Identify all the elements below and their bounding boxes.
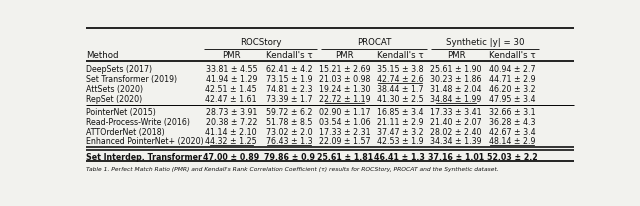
Text: 37.16 ± 1.01: 37.16 ± 1.01 — [428, 153, 484, 162]
Text: 32.66 ± 3.1: 32.66 ± 3.1 — [489, 107, 535, 116]
Text: 15.21 ± 2.69: 15.21 ± 2.69 — [319, 64, 371, 73]
Text: 48.14 ± 2.9: 48.14 ± 2.9 — [489, 137, 535, 146]
Text: 22.72 ± 1.19: 22.72 ± 1.19 — [319, 94, 371, 103]
Text: 42.47 ± 1.61: 42.47 ± 1.61 — [205, 94, 257, 103]
Text: 41.30 ± 2.5: 41.30 ± 2.5 — [376, 94, 423, 103]
Text: RepSet (2020): RepSet (2020) — [86, 94, 142, 103]
Text: 42.53 ± 1.9: 42.53 ± 1.9 — [377, 137, 423, 146]
Text: PMR: PMR — [222, 51, 241, 60]
Text: 21.11 ± 2.9: 21.11 ± 2.9 — [377, 117, 423, 126]
Text: 38.44 ± 1.7: 38.44 ± 1.7 — [377, 84, 423, 93]
Text: 40.94 ± 2.7: 40.94 ± 2.7 — [489, 64, 535, 73]
Text: 17.33 ± 2.31: 17.33 ± 2.31 — [319, 127, 371, 136]
Text: 44.71 ± 2.9: 44.71 ± 2.9 — [489, 74, 535, 83]
Text: 74.81 ± 2.3: 74.81 ± 2.3 — [266, 84, 312, 93]
Text: 28.73 ± 3.91: 28.73 ± 3.91 — [205, 107, 257, 116]
Text: PROCAT: PROCAT — [356, 38, 391, 47]
Text: 34.34 ± 1.39: 34.34 ± 1.39 — [430, 137, 482, 146]
Text: 62.41 ± 4.2: 62.41 ± 4.2 — [266, 64, 312, 73]
Text: 35.15 ± 3.8: 35.15 ± 3.8 — [377, 64, 423, 73]
Text: ROCStory: ROCStory — [240, 38, 282, 47]
Text: 76.43 ± 1.3: 76.43 ± 1.3 — [266, 137, 312, 146]
Text: 19.24 ± 1.30: 19.24 ± 1.30 — [319, 84, 371, 93]
Text: 21.40 ± 2.07: 21.40 ± 2.07 — [430, 117, 482, 126]
Text: 44.32 ± 1.25: 44.32 ± 1.25 — [205, 137, 257, 146]
Text: DeepSets (2017): DeepSets (2017) — [86, 64, 152, 73]
Text: PMR: PMR — [447, 51, 465, 60]
Text: 25.61 ± 1.90: 25.61 ± 1.90 — [430, 64, 482, 73]
Text: 42.74 ± 2.6: 42.74 ± 2.6 — [376, 74, 423, 83]
Text: 30.23 ± 1.86: 30.23 ± 1.86 — [430, 74, 482, 83]
Text: 31.48 ± 2.04: 31.48 ± 2.04 — [430, 84, 482, 93]
Text: 79.86 ± 0.9: 79.86 ± 0.9 — [264, 153, 315, 162]
Text: PointerNet (2015): PointerNet (2015) — [86, 107, 156, 116]
Text: Set Transformer (2019): Set Transformer (2019) — [86, 74, 177, 83]
Text: 20.38 ± 7.22: 20.38 ± 7.22 — [205, 117, 257, 126]
Text: Table 1. Perfect Match Ratio (PMR) and Kendall's Rank Correlation Coefficient (τ: Table 1. Perfect Match Ratio (PMR) and K… — [86, 166, 499, 171]
Text: 42.67 ± 3.4: 42.67 ± 3.4 — [489, 127, 535, 136]
Text: ATTOrderNet (2018): ATTOrderNet (2018) — [86, 127, 164, 136]
Text: 73.02 ± 2.0: 73.02 ± 2.0 — [266, 127, 312, 136]
Text: 47.00 ± 0.89: 47.00 ± 0.89 — [203, 153, 259, 162]
Text: 36.28 ± 4.3: 36.28 ± 4.3 — [489, 117, 535, 126]
Text: PMR: PMR — [335, 51, 354, 60]
Text: 59.72 ± 6.2: 59.72 ± 6.2 — [266, 107, 312, 116]
Text: 22.09 ± 1.57: 22.09 ± 1.57 — [319, 137, 371, 146]
Text: Set Interdep. Transformer: Set Interdep. Transformer — [86, 153, 202, 162]
Text: Kendall's τ: Kendall's τ — [376, 51, 423, 60]
Text: 46.41 ± 1.3: 46.41 ± 1.3 — [374, 153, 426, 162]
Text: 21.03 ± 0.98: 21.03 ± 0.98 — [319, 74, 371, 83]
Text: 16.85 ± 3.4: 16.85 ± 3.4 — [377, 107, 423, 116]
Text: 33.81 ± 4.55: 33.81 ± 4.55 — [205, 64, 257, 73]
Text: 25.61 ± 1.81: 25.61 ± 1.81 — [317, 153, 372, 162]
Text: 73.15 ± 1.9: 73.15 ± 1.9 — [266, 74, 312, 83]
Text: 03.54 ± 1.06: 03.54 ± 1.06 — [319, 117, 371, 126]
Text: Kendall's τ: Kendall's τ — [266, 51, 312, 60]
Text: 37.47 ± 3.2: 37.47 ± 3.2 — [376, 127, 423, 136]
Text: 41.94 ± 1.29: 41.94 ± 1.29 — [205, 74, 257, 83]
Text: Method: Method — [86, 51, 118, 60]
Text: 02.90 ± 1.17: 02.90 ± 1.17 — [319, 107, 371, 116]
Text: Synthetic |y| = 30: Synthetic |y| = 30 — [446, 38, 525, 47]
Text: 34.84 ± 1.99: 34.84 ± 1.99 — [430, 94, 481, 103]
Text: 42.51 ± 1.45: 42.51 ± 1.45 — [205, 84, 257, 93]
Text: Kendall's τ: Kendall's τ — [489, 51, 535, 60]
Text: 17.33 ± 3.41: 17.33 ± 3.41 — [430, 107, 482, 116]
Text: Read-Process-Write (2016): Read-Process-Write (2016) — [86, 117, 190, 126]
Text: 47.95 ± 3.4: 47.95 ± 3.4 — [489, 94, 535, 103]
Text: 41.14 ± 2.10: 41.14 ± 2.10 — [205, 127, 257, 136]
Text: 52.03 ± 2.2: 52.03 ± 2.2 — [486, 153, 538, 162]
Text: 51.78 ± 8.5: 51.78 ± 8.5 — [266, 117, 312, 126]
Text: 46.20 ± 3.2: 46.20 ± 3.2 — [489, 84, 535, 93]
Text: 73.39 ± 1.7: 73.39 ± 1.7 — [266, 94, 312, 103]
Text: 28.02 ± 2.40: 28.02 ± 2.40 — [430, 127, 482, 136]
Text: Enhanced PointerNet+ (2020): Enhanced PointerNet+ (2020) — [86, 137, 204, 146]
Text: AttSets (2020): AttSets (2020) — [86, 84, 143, 93]
